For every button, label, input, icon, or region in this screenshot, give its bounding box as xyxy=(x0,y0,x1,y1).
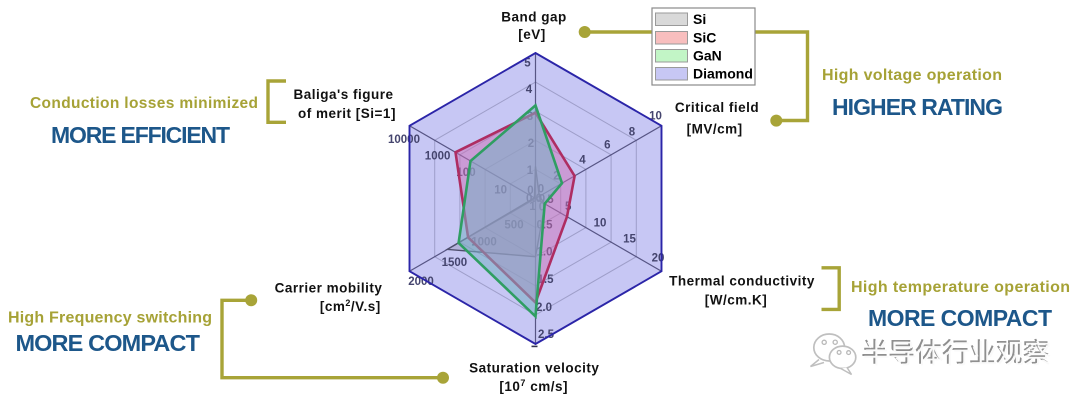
svg-text:MORE EFFICIENT: MORE EFFICIENT xyxy=(51,122,230,148)
svg-text:2.5: 2.5 xyxy=(538,329,555,341)
svg-text:10000: 10000 xyxy=(388,134,420,146)
svg-text:Critical field: Critical field xyxy=(675,100,759,115)
svg-text:GaN: GaN xyxy=(693,48,722,64)
svg-text:of merit [Si=1]: of merit [Si=1] xyxy=(298,106,396,121)
svg-text:[107 cm/s]: [107 cm/s] xyxy=(499,378,568,394)
svg-text:Baliga's figure: Baliga's figure xyxy=(294,87,394,102)
svg-text:HIGHER RATING: HIGHER RATING xyxy=(832,94,1003,120)
svg-text:SiC: SiC xyxy=(693,30,716,46)
svg-text:[W/cm.K]: [W/cm.K] xyxy=(705,293,768,308)
svg-text:MORE COMPACT: MORE COMPACT xyxy=(15,330,200,356)
svg-text:4: 4 xyxy=(526,84,533,96)
svg-text:Saturation velocity: Saturation velocity xyxy=(469,361,599,376)
svg-text:8: 8 xyxy=(629,126,636,138)
svg-text:High Frequency switching: High Frequency switching xyxy=(8,310,212,327)
svg-text:[MV/cm]: [MV/cm] xyxy=(687,122,743,137)
svg-text:10: 10 xyxy=(594,218,607,230)
svg-text:High voltage operation: High voltage operation xyxy=(822,67,1002,84)
svg-text:5: 5 xyxy=(524,58,531,70)
svg-text:Band gap: Band gap xyxy=(501,10,567,25)
svg-text:6: 6 xyxy=(604,140,610,152)
svg-text:Diamond: Diamond xyxy=(693,66,753,82)
svg-text:[cm2/V.s]: [cm2/V.s] xyxy=(320,298,381,314)
svg-text:Thermal conductivity: Thermal conductivity xyxy=(669,274,815,289)
svg-text:Carrier mobility: Carrier mobility xyxy=(275,280,383,295)
svg-text:[eV]: [eV] xyxy=(518,27,546,42)
svg-text:2000: 2000 xyxy=(408,276,434,288)
svg-text:MORE COMPACT: MORE COMPACT xyxy=(868,305,1052,331)
svg-text:2.0: 2.0 xyxy=(536,302,552,314)
svg-text:15: 15 xyxy=(623,234,636,246)
svg-text:Si: Si xyxy=(693,11,706,27)
svg-text:Conduction losses minimized: Conduction losses minimized xyxy=(30,95,258,112)
svg-text:High temperature operation: High temperature operation xyxy=(851,279,1070,296)
svg-text:4: 4 xyxy=(579,155,586,167)
svg-text:1000: 1000 xyxy=(425,151,451,163)
svg-text:20: 20 xyxy=(652,253,665,265)
svg-text:1500: 1500 xyxy=(442,257,468,269)
